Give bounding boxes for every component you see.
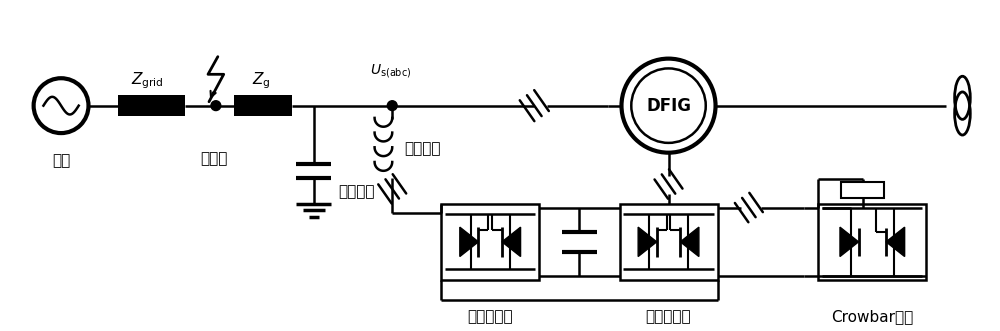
Bar — [841, 182, 884, 198]
Bar — [818, 204, 926, 280]
Text: 故障点: 故障点 — [200, 151, 228, 166]
Text: 网侧变流器: 网侧变流器 — [467, 309, 513, 324]
Bar — [441, 204, 539, 280]
Circle shape — [387, 101, 397, 111]
Text: $Z_{\rm grid}$: $Z_{\rm grid}$ — [131, 71, 164, 91]
Bar — [118, 95, 185, 117]
Text: 电网: 电网 — [52, 153, 70, 168]
Text: 滤波电容: 滤波电容 — [338, 184, 375, 199]
Text: 滤波电感: 滤波电感 — [404, 141, 440, 156]
Polygon shape — [680, 227, 699, 257]
Polygon shape — [502, 227, 521, 257]
Polygon shape — [886, 227, 905, 257]
Text: Crowbar电路: Crowbar电路 — [831, 309, 913, 324]
Bar — [234, 95, 292, 117]
Text: $U_{\rm s(abc)}$: $U_{\rm s(abc)}$ — [370, 62, 411, 80]
Polygon shape — [840, 227, 859, 257]
Polygon shape — [460, 227, 478, 257]
Text: $Z_{\rm g}$: $Z_{\rm g}$ — [252, 71, 270, 91]
Text: 机侧变流器: 机侧变流器 — [646, 309, 691, 324]
Bar — [620, 204, 718, 280]
Text: DFIG: DFIG — [646, 97, 691, 115]
Circle shape — [211, 101, 221, 111]
Polygon shape — [638, 227, 657, 257]
